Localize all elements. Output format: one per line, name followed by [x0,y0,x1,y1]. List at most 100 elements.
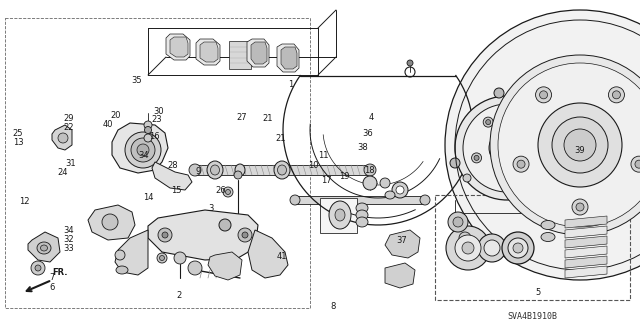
Circle shape [219,219,231,231]
Text: 37: 37 [397,236,407,245]
Circle shape [502,143,512,153]
Circle shape [483,117,493,127]
Ellipse shape [278,165,287,175]
Ellipse shape [363,176,377,190]
Circle shape [125,132,161,168]
Polygon shape [200,42,218,62]
Text: 35: 35 [131,76,141,85]
Circle shape [521,117,531,127]
Bar [435,195,630,300]
Circle shape [450,158,460,168]
Text: 20: 20 [110,111,120,120]
Text: 8: 8 [330,302,335,311]
Polygon shape [52,125,72,150]
Text: 7: 7 [50,273,55,282]
Ellipse shape [478,234,506,262]
Polygon shape [166,34,190,60]
Text: 32: 32 [63,235,74,244]
Text: 39: 39 [574,146,584,155]
Circle shape [472,153,481,163]
Polygon shape [170,37,188,57]
Text: 18: 18 [364,166,374,175]
Text: 19: 19 [339,172,349,181]
Polygon shape [565,256,607,268]
Bar [320,198,357,233]
Text: 30: 30 [154,107,164,115]
Circle shape [137,144,149,156]
Circle shape [564,129,596,161]
Ellipse shape [234,171,242,179]
Text: 10: 10 [308,161,319,170]
Polygon shape [28,232,60,262]
Circle shape [446,226,490,270]
Ellipse shape [392,182,408,198]
Circle shape [455,96,559,200]
Polygon shape [565,236,607,248]
Circle shape [552,117,608,173]
Circle shape [497,138,517,158]
Ellipse shape [116,266,128,274]
Circle shape [455,235,481,261]
Text: 15: 15 [171,186,181,195]
Polygon shape [565,216,607,228]
Circle shape [612,91,620,99]
Circle shape [540,91,548,99]
Circle shape [474,155,479,160]
Circle shape [609,87,625,103]
Circle shape [494,88,504,98]
Ellipse shape [37,242,51,254]
Text: 9: 9 [196,167,201,176]
Circle shape [631,156,640,172]
Polygon shape [152,162,192,190]
Circle shape [635,160,640,168]
Circle shape [532,153,543,163]
Circle shape [102,214,118,230]
Ellipse shape [335,209,345,221]
Polygon shape [251,42,267,64]
Circle shape [35,265,41,271]
Circle shape [144,134,152,142]
Text: 17: 17 [321,176,332,185]
Bar [295,196,425,204]
Text: 6: 6 [50,283,55,292]
Circle shape [145,127,152,133]
Ellipse shape [356,203,368,213]
Text: 11: 11 [318,151,328,160]
Ellipse shape [513,243,523,253]
Polygon shape [196,39,220,65]
Ellipse shape [235,164,245,176]
Ellipse shape [189,164,201,176]
Polygon shape [385,230,420,258]
Text: 21: 21 [275,134,285,143]
Text: 4: 4 [369,113,374,122]
Circle shape [490,55,640,235]
Ellipse shape [274,161,290,179]
Polygon shape [565,246,607,258]
Circle shape [158,228,172,242]
Ellipse shape [329,201,351,229]
Ellipse shape [508,238,528,258]
Circle shape [536,87,552,103]
Text: SVA4B1910B: SVA4B1910B [508,312,557,319]
Ellipse shape [356,210,368,220]
Ellipse shape [420,195,430,205]
Ellipse shape [157,253,167,263]
Circle shape [486,120,491,125]
Circle shape [31,261,45,275]
Polygon shape [385,263,415,288]
Circle shape [463,104,551,192]
Text: 29: 29 [64,114,74,122]
Ellipse shape [502,232,534,264]
Text: 5: 5 [535,288,540,297]
Circle shape [498,63,640,227]
Circle shape [459,232,471,244]
Circle shape [513,156,529,172]
Circle shape [504,177,509,182]
Circle shape [115,250,125,260]
Polygon shape [248,230,288,278]
Ellipse shape [541,220,555,229]
Text: 28: 28 [168,161,178,170]
Text: 23: 23 [152,115,162,124]
Circle shape [489,130,525,166]
Ellipse shape [211,165,220,175]
